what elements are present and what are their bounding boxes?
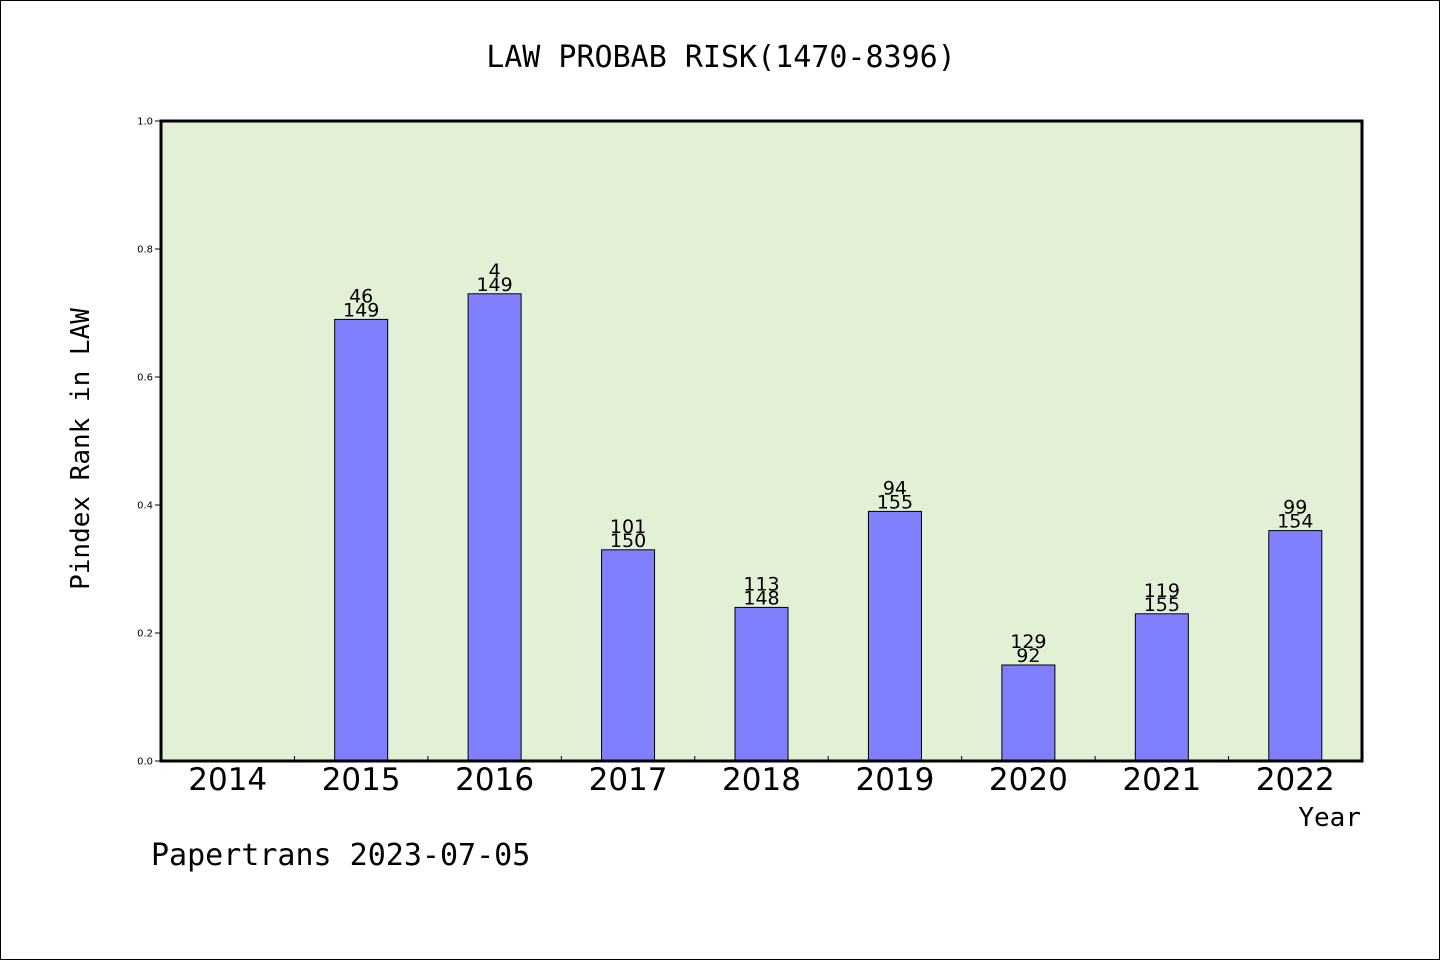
bar-2015 <box>334 318 389 762</box>
y-tick-label: 0.6 <box>137 373 153 384</box>
bar-label-bottom-2020: 92 <box>1016 645 1040 667</box>
y-tick-label: 0.8 <box>137 245 153 256</box>
x-tick-label-2019: 2019 <box>855 762 934 798</box>
bar-2021 <box>1134 613 1189 762</box>
bar-labels: 4614941491011501131489415512992119155991… <box>343 260 1313 667</box>
y-tick-label: 0.2 <box>137 629 153 640</box>
bar-label-bottom-2018: 148 <box>743 587 779 609</box>
x-axis: 2014 2015 2016 2017 2018 2019 2020 2021 2022 <box>188 756 1335 798</box>
bar-label-top-2021: 119 <box>1144 580 1180 602</box>
bar-2019 <box>867 510 922 762</box>
x-axis-label: Year <box>1298 803 1361 833</box>
bar-2018 <box>734 606 789 762</box>
bar-label-top-2017: 101 <box>610 516 646 538</box>
y-axis-label: Pindex Rank in LAW <box>66 308 96 590</box>
bar-label-bottom-2022: 154 <box>1277 511 1313 533</box>
bar-label-top-2015: 46 <box>349 285 373 307</box>
bar-label-top-2020: 129 <box>1010 631 1046 653</box>
bar-label-bottom-2021: 155 <box>1144 594 1180 616</box>
y-tick-label: 0.0 <box>137 757 153 768</box>
bar-2020 <box>1001 664 1056 762</box>
bar-label-top-2019: 94 <box>883 477 907 499</box>
bars <box>334 293 1323 762</box>
bar-label-bottom-2019: 155 <box>877 491 913 513</box>
x-tick-label-2016: 2016 <box>455 762 534 798</box>
x-tick-label-2022: 2022 <box>1256 762 1335 798</box>
x-tick-label-2021: 2021 <box>1122 762 1201 798</box>
y-tick-label: 1.0 <box>137 117 153 128</box>
bar-label-top-2022: 99 <box>1283 497 1307 519</box>
bar-label-bottom-2015: 149 <box>343 299 379 321</box>
y-axis: 0.0 0.2 0.4 0.6 0.8 1.0 <box>137 117 161 768</box>
x-tick-label-2014: 2014 <box>188 762 267 798</box>
bar-label-top-2018: 113 <box>743 573 779 595</box>
bar-label-bottom-2017: 150 <box>610 530 646 552</box>
x-tick-label-2020: 2020 <box>989 762 1068 798</box>
y-tick-label: 0.4 <box>137 501 153 512</box>
x-tick-label-2015: 2015 <box>322 762 401 798</box>
bar-label-bottom-2016: 149 <box>476 274 512 296</box>
bar-2016 <box>467 293 522 762</box>
bar-2017 <box>601 549 656 762</box>
footer-note: Papertrans 2023-07-05 <box>151 838 530 873</box>
plot-border <box>159 119 1364 763</box>
x-tick-label-2018: 2018 <box>722 762 801 798</box>
bar-2022 <box>1268 530 1323 762</box>
chart-title: LAW PROBAB RISK(1470-8396) <box>486 40 956 75</box>
x-tick-label-2017: 2017 <box>589 762 668 798</box>
bar-label-top-2016: 4 <box>489 260 501 282</box>
